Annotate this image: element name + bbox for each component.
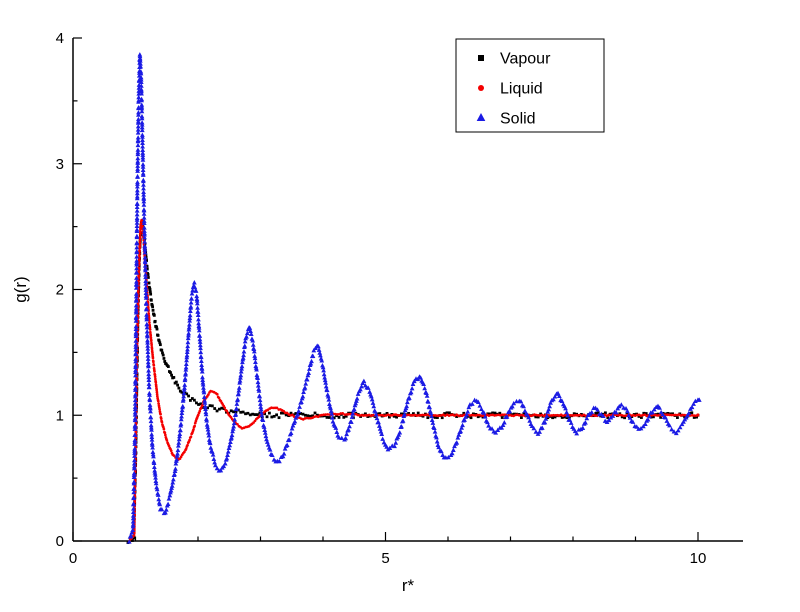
axes — [72, 38, 743, 542]
legend: Vapour Liquid Solid — [455, 38, 605, 133]
tick-labels: 0 5 10 0 1 2 3 4 — [56, 30, 707, 567]
y-tick-label: 1 — [56, 407, 64, 424]
axis-ticks — [72, 37, 699, 542]
y-tick-label: 4 — [56, 30, 64, 47]
y-tick-label: 3 — [56, 156, 64, 173]
x-axis-label: r* — [402, 576, 415, 595]
legend-label-vapour: Vapour — [500, 51, 551, 68]
x-tick-label: 5 — [381, 550, 389, 567]
legend-label-liquid: Liquid — [500, 81, 543, 98]
y-tick-label: 2 — [56, 282, 64, 299]
x-tick-label: 0 — [69, 550, 77, 567]
y-axis-label: g(r) — [11, 276, 30, 302]
y-tick-label: 0 — [56, 533, 64, 550]
legend-label-solid: Solid — [500, 111, 536, 128]
x-tick-label: 10 — [690, 550, 707, 567]
series-solid — [126, 52, 702, 544]
